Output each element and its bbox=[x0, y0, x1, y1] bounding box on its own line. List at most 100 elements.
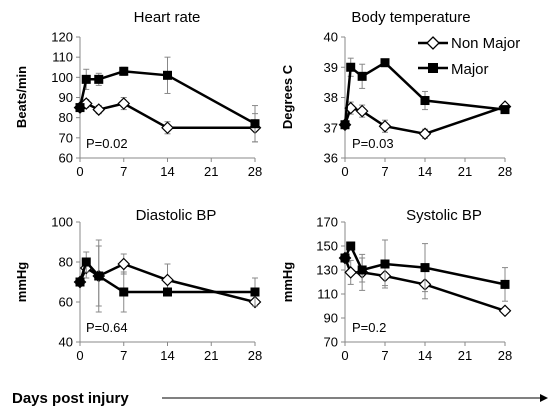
legend-marker-major bbox=[428, 63, 438, 73]
y-tick-label: 38 bbox=[324, 90, 338, 105]
x-caption-arrowhead bbox=[540, 394, 548, 402]
chart-panel-2: Body temperature Degrees C 36 37 38 39 40 0 7 14 2… bbox=[280, 9, 512, 179]
x-tick-label: 0 bbox=[76, 164, 83, 179]
y-tick-label: 90 bbox=[59, 90, 73, 105]
data-point-major bbox=[500, 279, 510, 289]
y-tick-label: 70 bbox=[59, 130, 73, 145]
x-tick-label: 14 bbox=[160, 348, 174, 363]
x-tick-label: 0 bbox=[341, 164, 348, 179]
chart-title: Diastolic BP bbox=[136, 207, 217, 224]
chart-panel-3: Diastolic BP mmHg 40 60 80 100 0 7 14 21 28 P=0.64 bbox=[14, 207, 262, 363]
y-tick-label: 40 bbox=[59, 335, 73, 350]
data-point-major bbox=[340, 120, 350, 130]
y-tick-label: 100 bbox=[51, 70, 73, 85]
y-axis-label: Degrees C bbox=[280, 64, 295, 129]
y-tick-label: 80 bbox=[59, 255, 73, 270]
legend: Non Major Major bbox=[418, 35, 520, 78]
series-line-major bbox=[343, 61, 506, 125]
x-tick-label: 21 bbox=[458, 348, 472, 363]
data-point-major bbox=[94, 271, 104, 281]
y-tick-label: 130 bbox=[316, 263, 338, 278]
y-axis-label: mmHg bbox=[280, 262, 295, 303]
x-tick-label: 7 bbox=[120, 164, 127, 179]
x-tick-label: 28 bbox=[498, 348, 512, 363]
data-point-nonmajor bbox=[355, 104, 369, 118]
legend-marker-nonmajor bbox=[426, 36, 440, 50]
chart-title: Systolic BP bbox=[406, 207, 482, 224]
data-point-nonmajor bbox=[344, 266, 358, 279]
y-axis-label: mmHg bbox=[14, 262, 29, 303]
data-point-major bbox=[340, 253, 350, 263]
x-tick-label: 21 bbox=[204, 164, 218, 179]
data-point-major bbox=[420, 263, 430, 273]
y-tick-label: 120 bbox=[51, 30, 73, 45]
x-tick-label: 14 bbox=[418, 164, 432, 179]
data-point-nonmajor bbox=[378, 119, 392, 133]
x-tick-label: 28 bbox=[248, 348, 262, 363]
x-tick-label: 21 bbox=[204, 348, 218, 363]
data-point-major bbox=[380, 259, 390, 269]
data-point-major bbox=[357, 71, 367, 81]
p-value-annotation: P=0.64 bbox=[86, 320, 128, 335]
p-value-annotation: P=0.02 bbox=[86, 136, 128, 151]
p-value-annotation: P=0.03 bbox=[352, 136, 394, 151]
x-tick-label: 0 bbox=[341, 348, 348, 363]
chart-panel-1: Heart rate Beats/min 60 70 80 90 100 110 120 0 7 14… bbox=[14, 9, 262, 179]
data-point-major bbox=[119, 287, 129, 297]
y-tick-label: 90 bbox=[324, 311, 338, 326]
y-tick-label: 70 bbox=[324, 335, 338, 350]
data-point-major bbox=[119, 66, 129, 76]
data-point-nonmajor bbox=[117, 97, 131, 110]
data-point-major bbox=[357, 265, 367, 275]
y-tick-label: 110 bbox=[317, 287, 338, 302]
data-point-nonmajor bbox=[161, 273, 174, 287]
data-point-major bbox=[500, 105, 510, 115]
data-point-major bbox=[346, 241, 356, 251]
data-point-major bbox=[420, 96, 430, 106]
y-tick-label: 60 bbox=[59, 151, 73, 166]
y-tick-label: 60 bbox=[59, 295, 73, 310]
data-point-nonmajor bbox=[117, 257, 131, 271]
data-point-nonmajor bbox=[418, 127, 432, 141]
x-tick-label: 28 bbox=[498, 164, 512, 179]
y-tick-label: 170 bbox=[316, 215, 338, 230]
legend-label-major: Major bbox=[451, 61, 489, 78]
y-axis-label: Beats/min bbox=[14, 66, 29, 128]
data-point-nonmajor bbox=[498, 304, 512, 318]
y-tick-label: 39 bbox=[324, 60, 338, 75]
legend-label-nonmajor: Non Major bbox=[451, 35, 520, 52]
data-point-major bbox=[81, 74, 91, 84]
chart-title: Heart rate bbox=[134, 9, 201, 26]
x-tick-label: 7 bbox=[120, 348, 127, 363]
x-tick-label: 21 bbox=[458, 164, 472, 179]
y-tick-label: 80 bbox=[59, 110, 73, 125]
data-point-major bbox=[380, 58, 390, 68]
data-point-nonmajor bbox=[161, 121, 174, 135]
data-point-major bbox=[94, 74, 104, 84]
x-tick-label: 28 bbox=[248, 164, 262, 179]
series-line-major bbox=[78, 70, 256, 125]
chart-panel-4: Systolic BP mmHg 70 90 110 130 150 170 0 7 14 21 28 P… bbox=[280, 207, 512, 363]
y-tick-label: 37 bbox=[324, 120, 338, 135]
y-tick-label: 150 bbox=[316, 239, 338, 254]
y-tick-label: 40 bbox=[324, 30, 338, 45]
x-tick-label: 7 bbox=[381, 164, 388, 179]
data-point-major bbox=[250, 119, 260, 129]
data-point-major bbox=[163, 70, 172, 80]
y-tick-label: 110 bbox=[52, 50, 73, 65]
data-point-major bbox=[346, 62, 356, 72]
y-tick-label: 36 bbox=[324, 151, 338, 166]
chart-title: Body temperature bbox=[351, 9, 470, 26]
data-point-major bbox=[81, 257, 91, 267]
data-point-major bbox=[163, 287, 172, 297]
y-tick-label: 100 bbox=[51, 215, 73, 230]
p-value-annotation: P=0.2 bbox=[352, 320, 386, 335]
x-tick-label: 14 bbox=[418, 348, 432, 363]
data-point-major bbox=[75, 277, 85, 287]
x-tick-label: 0 bbox=[76, 348, 83, 363]
data-point-major bbox=[75, 103, 85, 113]
x-tick-label: 14 bbox=[160, 164, 174, 179]
x-caption: Days post injury bbox=[12, 390, 129, 407]
